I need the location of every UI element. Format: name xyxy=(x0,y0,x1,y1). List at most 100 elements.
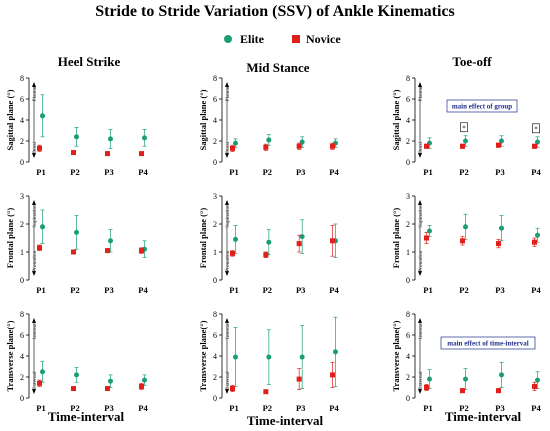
data-point-novice xyxy=(139,248,144,254)
y-tick-label: 6 xyxy=(406,331,410,340)
column-title-mid-stance: Mid Stance xyxy=(246,60,309,75)
data-point-novice xyxy=(496,388,501,394)
data-point-novice xyxy=(71,386,76,392)
data-point-elite xyxy=(535,232,540,238)
y-tick-label: 8 xyxy=(406,310,410,319)
data-point-elite xyxy=(427,376,432,382)
y-tick-label: 2 xyxy=(213,137,217,146)
panel-1-1: 0 1 2 3 Supination Pronation Frontal plane (°)… xyxy=(198,192,339,295)
main-effect-box xyxy=(440,336,536,350)
column-title-toe-off: Toe-off xyxy=(452,54,492,69)
direction-arrow-head-down xyxy=(32,271,36,276)
data-point-elite xyxy=(233,140,238,146)
data-point-novice xyxy=(105,386,110,392)
y-tick-label: 2 xyxy=(20,137,24,146)
x-tick-label: P2 xyxy=(70,403,79,413)
data-point-novice xyxy=(71,150,76,156)
data-point-novice xyxy=(263,389,269,395)
data-point-elite xyxy=(499,138,504,144)
direction-label-bottom: External xyxy=(225,371,231,390)
y-axis-title: Sagittal plane (°) xyxy=(198,89,208,150)
data-point-elite xyxy=(74,372,79,378)
y-axis-title: Sagittal plane (°) xyxy=(5,89,15,150)
main-effect-box xyxy=(446,99,518,113)
y-tick-label: 2 xyxy=(406,220,410,229)
direction-arrow-head-down xyxy=(32,153,36,158)
panel-0-1: 0 2 4 6 8 Plantar Dorsi Sagittal plane (°) P1 P2 P… xyxy=(198,74,339,177)
significance-star: * xyxy=(462,124,466,132)
direction-label-top: Supination xyxy=(418,204,424,228)
x-tick-label: P3 xyxy=(495,167,504,177)
direction-arrow-head-up xyxy=(32,200,36,205)
x-tick-label: P2 xyxy=(263,285,272,295)
x-tick-label: P3 xyxy=(495,403,504,413)
data-point-elite xyxy=(463,376,468,382)
data-point-novice xyxy=(296,143,302,149)
data-point-elite xyxy=(266,354,272,360)
direction-label-bottom: Dorsi xyxy=(32,141,38,154)
x-tick-label: P3 xyxy=(495,285,504,295)
main-effect-label: main effect of group xyxy=(452,103,512,111)
panel-1-2: 0 1 2 3 Supination Pronation Frontal plane (°)… xyxy=(391,192,541,295)
x-tick-label: P3 xyxy=(104,403,113,413)
data-point-elite xyxy=(233,236,238,242)
data-point-elite xyxy=(266,239,272,245)
data-point-elite xyxy=(74,229,79,235)
x-axis-title: Time-interval xyxy=(445,409,522,424)
data-point-novice xyxy=(532,383,537,389)
y-tick-label: 4 xyxy=(213,116,217,125)
data-point-novice xyxy=(37,380,42,386)
data-point-elite xyxy=(108,378,113,384)
y-axis-title: Transverse plane(°) xyxy=(391,320,401,391)
data-point-novice xyxy=(330,238,335,244)
y-tick-label: 4 xyxy=(406,352,410,361)
y-tick-label: 8 xyxy=(213,310,217,319)
x-tick-label: P4 xyxy=(329,403,339,413)
x-tick-label: P1 xyxy=(36,167,45,177)
direction-label-top: Supination xyxy=(32,204,38,228)
x-axis-title: Time-interval xyxy=(247,413,324,428)
data-point-elite xyxy=(499,225,504,231)
direction-label-bottom: External xyxy=(32,371,38,390)
x-tick-label: P1 xyxy=(36,403,45,413)
x-tick-label: P3 xyxy=(104,285,113,295)
y-tick-label: 6 xyxy=(20,95,24,104)
x-tick-label: P4 xyxy=(531,167,541,177)
significance-star: * xyxy=(534,125,538,133)
data-point-elite xyxy=(463,224,468,230)
x-tick-label: P4 xyxy=(531,403,541,413)
direction-arrow-head-down xyxy=(225,389,229,394)
direction-label-top: Plantar xyxy=(32,86,38,102)
direction-arrow-head-down xyxy=(225,153,229,158)
data-point-novice xyxy=(330,143,335,149)
x-tick-label: P1 xyxy=(423,167,432,177)
direction-arrow-head-up xyxy=(418,318,422,323)
direction-label-bottom: Pronation xyxy=(225,250,231,272)
x-tick-label: P4 xyxy=(138,285,148,295)
direction-label-bottom: Dorsi xyxy=(225,141,231,154)
main-effect-label: main effect of time-interval xyxy=(447,340,528,348)
direction-arrow-head-up xyxy=(225,200,229,205)
data-point-elite xyxy=(40,224,45,230)
x-axis-title: Time-interval xyxy=(48,409,125,424)
direction-arrow-head-up xyxy=(225,82,229,87)
panel-0-0: 0 2 4 6 8 Plantar Dorsi Sagittal plane (°) P1 P2 P… xyxy=(5,74,148,177)
data-point-novice xyxy=(139,151,144,157)
x-tick-label: P3 xyxy=(296,285,305,295)
y-tick-label: 0 xyxy=(20,158,24,167)
y-tick-label: 3 xyxy=(213,192,217,201)
x-tick-label: P1 xyxy=(229,403,238,413)
y-tick-label: 6 xyxy=(213,95,217,104)
x-tick-label: P4 xyxy=(138,403,148,413)
direction-arrow-head-down xyxy=(32,389,36,394)
direction-label-top: Plantar xyxy=(418,86,424,102)
data-point-elite xyxy=(463,138,468,144)
y-tick-label: 8 xyxy=(406,74,410,83)
x-tick-label: P2 xyxy=(263,167,272,177)
data-point-novice xyxy=(496,142,501,148)
y-tick-label: 0 xyxy=(20,394,24,403)
y-tick-label: 3 xyxy=(406,192,410,201)
legend-novice-marker xyxy=(292,35,300,43)
x-tick-label: P1 xyxy=(229,167,238,177)
